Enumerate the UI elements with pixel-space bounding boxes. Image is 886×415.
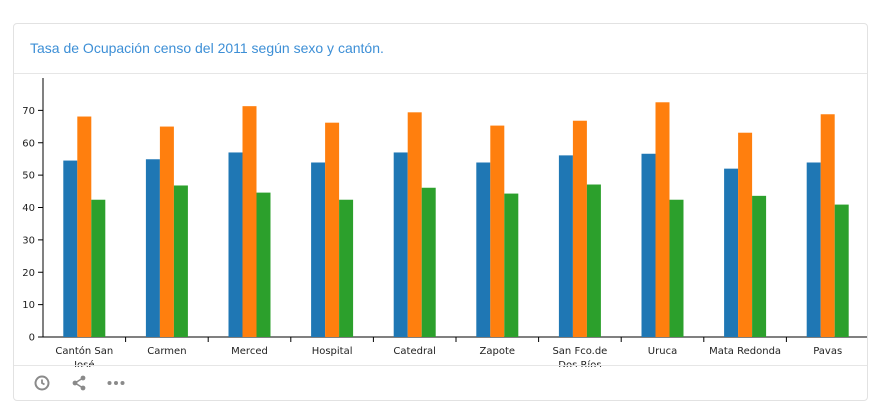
history-icon[interactable] — [32, 373, 52, 393]
bar-hombres — [325, 122, 340, 337]
bar-mujeres — [256, 192, 271, 337]
card-header: Tasa de Ocupación censo del 2011 según s… — [14, 24, 867, 74]
x-tick-label: Pavas — [813, 346, 842, 357]
x-tick-label: Cantón San José — [55, 345, 113, 367]
bar-hombres — [655, 102, 670, 337]
bar-total — [641, 153, 656, 337]
y-tick-label: 60 — [22, 138, 35, 149]
bar-total — [476, 162, 491, 337]
bar-hombres — [407, 112, 422, 337]
bar-mujeres — [339, 199, 354, 337]
bar-total — [63, 160, 78, 337]
bar-mujeres — [91, 199, 106, 337]
y-tick-label: 70 — [22, 106, 35, 117]
bar-total — [806, 162, 821, 337]
card-footer — [14, 365, 867, 400]
x-tick-label: Uruca — [648, 346, 677, 357]
share-icon[interactable] — [69, 373, 89, 393]
bar-mujeres — [834, 204, 849, 337]
bar-hombres — [77, 116, 92, 337]
bar-mujeres — [586, 184, 601, 337]
x-tick-label: Merced — [231, 346, 268, 357]
y-tick-label: 10 — [22, 300, 35, 311]
bar-chart: 0 10 20 30 40 50 60 70 Cantón San José Carmen Merce… — [22, 78, 867, 367]
chart-card: Tasa de Ocupación censo del 2011 según s… — [13, 23, 868, 401]
bar-mujeres — [173, 185, 188, 337]
y-tick-label: 40 — [22, 203, 35, 214]
bar-total — [228, 152, 243, 337]
bar-total — [311, 162, 326, 337]
bar-hombres — [242, 106, 257, 337]
x-tick-label: Zapote — [480, 346, 516, 357]
bar-mujeres — [752, 195, 767, 337]
bar-hombres — [490, 125, 505, 337]
bar-hombres — [738, 132, 753, 337]
y-tick-label: 20 — [22, 268, 35, 279]
bar-hombres — [820, 114, 835, 337]
x-tick-label: Hospital — [312, 346, 353, 357]
more-icon[interactable] — [106, 373, 126, 393]
y-tick-label: 0 — [29, 333, 35, 344]
bar-mujeres — [669, 199, 684, 337]
bar-hombres — [159, 126, 174, 337]
bar-total — [558, 155, 573, 337]
chart-title: Tasa de Ocupación censo del 2011 según s… — [30, 40, 384, 56]
y-tick-label: 30 — [22, 235, 35, 246]
x-tick-label: Catedral — [393, 346, 436, 357]
bar-total — [724, 168, 739, 337]
bar-total — [145, 159, 160, 337]
bar-mujeres — [421, 187, 436, 337]
bar-hombres — [572, 120, 587, 337]
bar-total — [393, 152, 408, 337]
x-tick-label: Carmen — [147, 346, 186, 357]
chart-area: 0 10 20 30 40 50 60 70 Cantón San José Carmen Merce… — [14, 74, 867, 367]
x-tick-label: Mata Redonda — [709, 346, 781, 357]
y-tick-label: 50 — [22, 171, 35, 182]
x-tick-label: San Fco.de Dos Ríos — [552, 346, 607, 367]
bar-mujeres — [504, 193, 519, 337]
